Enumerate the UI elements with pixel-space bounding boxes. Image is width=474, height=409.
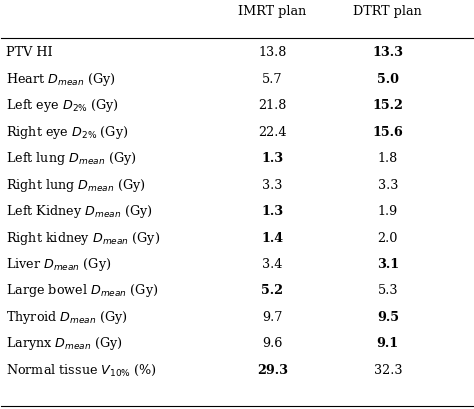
Text: 1.3: 1.3	[261, 152, 283, 165]
Text: 13.8: 13.8	[258, 46, 286, 59]
Text: Thyroid $D_{mean}$ (Gy): Thyroid $D_{mean}$ (Gy)	[6, 309, 128, 326]
Text: Large bowel $D_{mean}$ (Gy): Large bowel $D_{mean}$ (Gy)	[6, 283, 158, 299]
Text: 9.6: 9.6	[262, 337, 283, 351]
Text: Right eye $D_{2\%}$ (Gy): Right eye $D_{2\%}$ (Gy)	[6, 124, 128, 141]
Text: 5.2: 5.2	[261, 285, 283, 297]
Text: Left lung $D_{mean}$ (Gy): Left lung $D_{mean}$ (Gy)	[6, 150, 137, 167]
Text: 15.6: 15.6	[373, 126, 403, 139]
Text: 22.4: 22.4	[258, 126, 287, 139]
Text: Larynx $D_{mean}$ (Gy): Larynx $D_{mean}$ (Gy)	[6, 335, 123, 353]
Text: 3.1: 3.1	[377, 258, 399, 271]
Text: DTRT plan: DTRT plan	[354, 4, 422, 18]
Text: 2.0: 2.0	[378, 231, 398, 245]
Text: 15.2: 15.2	[373, 99, 403, 112]
Text: 3.3: 3.3	[378, 179, 398, 191]
Text: 1.9: 1.9	[378, 205, 398, 218]
Text: 5.0: 5.0	[377, 73, 399, 85]
Text: 3.3: 3.3	[262, 179, 283, 191]
Text: Left eye $D_{2\%}$ (Gy): Left eye $D_{2\%}$ (Gy)	[6, 97, 119, 114]
Text: 13.3: 13.3	[372, 46, 403, 59]
Text: Heart $D_{mean}$ (Gy): Heart $D_{mean}$ (Gy)	[6, 71, 116, 88]
Text: Left Kidney $D_{mean}$ (Gy): Left Kidney $D_{mean}$ (Gy)	[6, 203, 153, 220]
Text: 1.8: 1.8	[378, 152, 398, 165]
Text: Right lung $D_{mean}$ (Gy): Right lung $D_{mean}$ (Gy)	[6, 177, 146, 193]
Text: Liver $D_{mean}$ (Gy): Liver $D_{mean}$ (Gy)	[6, 256, 111, 273]
Text: 3.4: 3.4	[262, 258, 283, 271]
Text: IMRT plan: IMRT plan	[238, 4, 307, 18]
Text: 32.3: 32.3	[374, 364, 402, 377]
Text: 1.4: 1.4	[261, 231, 283, 245]
Text: PTV HI: PTV HI	[6, 46, 53, 59]
Text: 21.8: 21.8	[258, 99, 286, 112]
Text: 29.3: 29.3	[257, 364, 288, 377]
Text: 9.1: 9.1	[377, 337, 399, 351]
Text: 5.3: 5.3	[378, 285, 398, 297]
Text: 9.5: 9.5	[377, 311, 399, 324]
Text: 1.3: 1.3	[261, 205, 283, 218]
Text: 9.7: 9.7	[262, 311, 283, 324]
Text: 5.7: 5.7	[262, 73, 283, 85]
Text: Normal tissue $V_{10\%}$ (%): Normal tissue $V_{10\%}$ (%)	[6, 363, 157, 378]
Text: Right kidney $D_{mean}$ (Gy): Right kidney $D_{mean}$ (Gy)	[6, 229, 160, 247]
